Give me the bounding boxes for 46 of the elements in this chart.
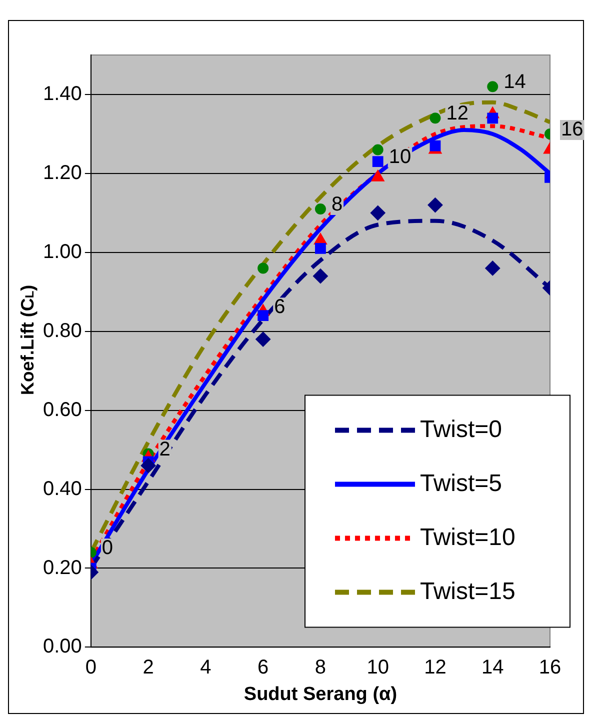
y-tick-label: 0.20 (42, 556, 82, 579)
annotation: 10 (388, 146, 412, 168)
point (430, 112, 441, 124)
x-tick-label: 4 (200, 656, 212, 679)
x-axis-title: Sudut Serang (α) (244, 684, 398, 705)
point (312, 268, 328, 284)
point (372, 144, 384, 156)
legend-label: Twist=15 (420, 578, 516, 605)
point (370, 205, 386, 220)
annotation: 0 (102, 536, 114, 559)
x-tick-label: 6 (258, 656, 269, 679)
annotation: 14 (504, 71, 526, 94)
point (258, 262, 269, 274)
y-tick-label: 0.00 (42, 636, 82, 658)
point (430, 140, 441, 152)
annotation: 12 (446, 102, 468, 125)
y-tick-label: 1.20 (42, 162, 82, 184)
point (258, 310, 269, 322)
annotation: 6 (274, 296, 286, 318)
point (314, 203, 326, 214)
point (487, 81, 498, 92)
legend-label: Twist=0 (420, 416, 502, 443)
annotation: 16 (561, 118, 584, 140)
legend-label: Twist=5 (420, 470, 502, 497)
point (428, 198, 443, 213)
y-tick-label: 0.80 (42, 320, 82, 342)
point (485, 260, 500, 276)
point (315, 243, 326, 254)
x-tick-label: 8 (314, 656, 326, 679)
point (256, 332, 271, 347)
x-tick-label: 0 (85, 656, 96, 679)
x-tick-label: 12 (424, 656, 446, 679)
x-tick-label: 14 (481, 656, 504, 679)
x-tick-label: 10 (366, 656, 389, 679)
point (487, 112, 498, 124)
y-tick-label: 0.40 (42, 478, 82, 500)
x-tick-label: 2 (142, 656, 154, 679)
y-tick-label: 0.60 (42, 398, 82, 421)
y-tick-label: 1.40 (42, 82, 82, 105)
annotation: 2 (159, 438, 170, 460)
annotation: 8 (331, 193, 343, 216)
point (372, 156, 384, 168)
legend-label: Twist=10 (420, 524, 516, 551)
point (140, 458, 156, 474)
x-tick-label: 16 (538, 656, 562, 679)
y-tick-label: 1.00 (42, 240, 82, 263)
